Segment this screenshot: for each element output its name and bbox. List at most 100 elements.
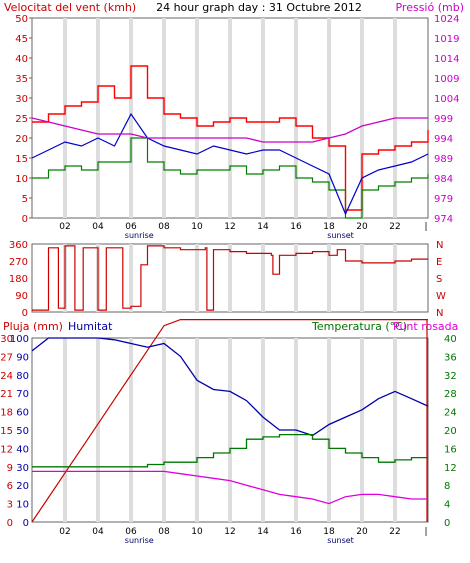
- wind-direction-line: [32, 245, 428, 311]
- x-tick-label: 04: [92, 222, 104, 232]
- humidity-tick-label: 100: [10, 334, 29, 345]
- x-tick-label: 08: [158, 222, 170, 232]
- pressure-tick-label: 979: [434, 194, 453, 205]
- wind-speed-title: Velocitat del vent (kmh): [4, 1, 136, 14]
- x-tick-label: 16: [290, 527, 302, 537]
- humidity-tick-label: 70: [16, 389, 29, 400]
- dewpoint-line: [32, 470, 428, 505]
- wind-tick-label: 30: [15, 94, 28, 105]
- wind-min-line: [32, 137, 429, 219]
- x-tick-label: 20: [356, 527, 368, 537]
- sunrise-label: sunrise: [125, 231, 154, 240]
- x-tick-label: 02: [59, 222, 70, 232]
- humidity-line: [31, 337, 429, 437]
- compass-label: E: [436, 257, 442, 268]
- x-tick-label: 20: [356, 222, 368, 232]
- x-tick-label: 22: [389, 527, 400, 537]
- humidity-label: Humitat: [68, 320, 113, 333]
- pressure-tick-label: 1004: [434, 94, 459, 105]
- rain-tick-label: 27: [0, 352, 13, 363]
- humidity-tick-label: 60: [16, 408, 29, 419]
- wind-tick-label: 5: [22, 194, 28, 205]
- wind-avg-line: [31, 112, 429, 216]
- rain-humidity-temp-plot: 0369121518212427300102030405060708090100…: [0, 319, 457, 545]
- x-tick-label: 12: [224, 527, 235, 537]
- rain-tick-label: 15: [0, 426, 13, 437]
- x-tick-label: 22: [389, 222, 400, 232]
- x-tick-label: 06: [125, 527, 137, 537]
- humidity-tick-label: 90: [16, 352, 29, 363]
- rain-tick-label: 0: [7, 518, 13, 529]
- pressure-tick-label: 1024: [434, 14, 459, 25]
- dewpoint-label: Punt rosada: [393, 320, 458, 333]
- direction-tick-label: 0: [22, 308, 28, 319]
- sunset-label: sunset: [327, 231, 354, 240]
- x-tick-label: 04: [92, 527, 104, 537]
- pressure-tick-label: 999: [434, 114, 453, 125]
- pressure-tick-label: 1009: [434, 74, 459, 85]
- direction-tick-label: 360: [9, 240, 28, 251]
- x-tick-label: 14: [257, 222, 269, 232]
- rain-tick-label: 12: [0, 444, 13, 455]
- x-tick-label: 10: [191, 527, 203, 537]
- temperature-tick-label: 24: [444, 408, 457, 419]
- temperature-tick-label: 32: [444, 371, 457, 382]
- wind-tick-label: 25: [15, 114, 28, 125]
- x-tick-label: 06: [125, 222, 137, 232]
- x-tick-label: |: [424, 222, 427, 232]
- temperature-tick-label: 12: [444, 463, 457, 474]
- humidity-tick-label: 0: [23, 518, 29, 529]
- rain-tick-label: 6: [7, 481, 13, 492]
- pressure-tick-label: 1019: [434, 34, 459, 45]
- wind-tick-label: 0: [22, 214, 28, 225]
- pressure-tick-label: 1014: [434, 54, 459, 65]
- x-tick-label: 16: [290, 222, 302, 232]
- x-tick-label: 18: [323, 527, 335, 537]
- rain-line: [31, 319, 428, 523]
- wind-tick-label: 50: [15, 14, 28, 25]
- wind-tick-label: 45: [15, 34, 28, 45]
- rain-label: Pluja (mm): [3, 320, 63, 333]
- sunrise-label: sunrise: [125, 536, 154, 545]
- humidity-tick-label: 30: [16, 463, 29, 474]
- temperature-tick-label: 28: [444, 389, 457, 400]
- humidity-tick-label: 40: [16, 444, 29, 455]
- temperature-tick-label: 8: [444, 481, 450, 492]
- rain-tick-label: 24: [0, 371, 13, 382]
- temperature-tick-label: 36: [444, 352, 457, 363]
- wind-tick-label: 40: [15, 54, 28, 65]
- x-tick-label: 02: [59, 527, 70, 537]
- direction-tick-label: 90: [15, 291, 28, 302]
- pressure-tick-label: 989: [434, 154, 453, 165]
- humidity-tick-label: 20: [16, 481, 29, 492]
- rain-tick-label: 18: [0, 408, 13, 419]
- temperature-tick-label: 0: [444, 518, 450, 529]
- humidity-tick-label: 50: [16, 426, 29, 437]
- rain-tick-label: 9: [7, 463, 13, 474]
- temperature-tick-label: 40: [444, 334, 457, 345]
- wind-gust-line: [32, 65, 429, 211]
- wind-pressure-plot: 0 5 10 15 20 25 30 35 40 45 50 974 979 984 989 994 999 10…: [15, 14, 459, 240]
- rain-tick-label: 30: [0, 334, 13, 345]
- graph-title: 24 hour graph day : 31 Octubre 2012: [156, 1, 362, 14]
- wind-tick-label: 15: [15, 154, 28, 165]
- direction-tick-label: 180: [9, 274, 28, 285]
- temperature-tick-label: 4: [444, 500, 450, 511]
- x-tick-label: 18: [323, 222, 335, 232]
- compass-label: W: [436, 291, 446, 302]
- pressure-line: [31, 117, 428, 143]
- x-tick-label: |: [424, 527, 427, 537]
- compass-label: S: [436, 274, 442, 285]
- pressure-tick-label: 984: [434, 174, 453, 185]
- pressure-label: Pressió (mb): [395, 1, 464, 14]
- temperature-line: [32, 433, 428, 468]
- temperature-tick-label: 20: [444, 426, 457, 437]
- compass-label: N: [436, 308, 443, 319]
- pressure-tick-label: 994: [434, 134, 453, 145]
- pressure-tick-label: 974: [434, 214, 453, 225]
- x-tick-label: 12: [224, 222, 235, 232]
- direction-tick-label: 270: [9, 257, 28, 268]
